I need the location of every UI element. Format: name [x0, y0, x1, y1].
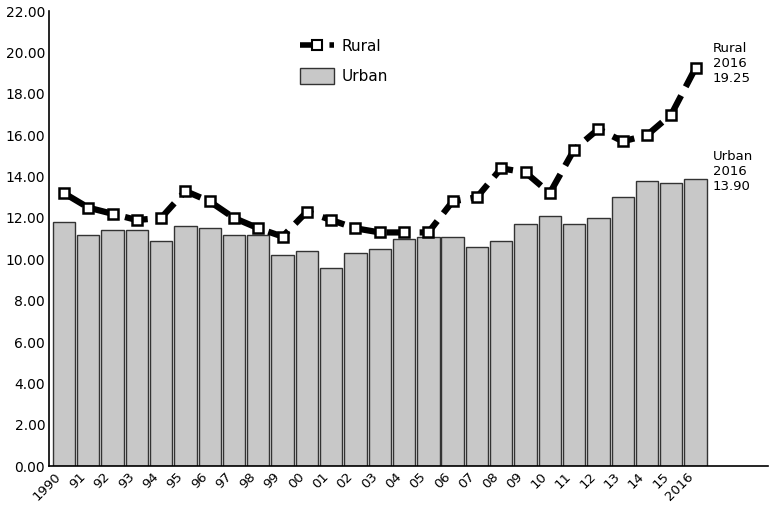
Bar	[223, 235, 245, 466]
Bar	[198, 229, 221, 466]
Bar	[563, 224, 585, 466]
Bar	[393, 239, 415, 466]
Bar	[611, 197, 634, 466]
Bar	[53, 222, 75, 466]
Bar	[635, 181, 658, 466]
Bar	[466, 247, 488, 466]
Bar	[174, 226, 197, 466]
Bar	[320, 268, 342, 466]
Bar	[490, 241, 512, 466]
Legend: Rural, Urban: Rural, Urban	[294, 33, 394, 90]
Bar	[660, 183, 683, 466]
Bar	[125, 231, 148, 466]
Bar	[417, 237, 440, 466]
Bar	[101, 231, 124, 466]
Bar	[368, 249, 391, 466]
Bar	[441, 237, 464, 466]
Bar	[684, 179, 707, 466]
Text: Rural
2016
19.25: Rural 2016 19.25	[713, 42, 751, 85]
Bar	[150, 241, 173, 466]
Bar	[515, 224, 536, 466]
Bar	[587, 218, 610, 466]
Text: Urban
2016
13.90: Urban 2016 13.90	[713, 150, 753, 193]
Bar	[344, 253, 367, 466]
Bar	[296, 251, 318, 466]
Bar	[272, 255, 294, 466]
Bar	[247, 235, 269, 466]
Bar	[77, 235, 99, 466]
Bar	[539, 216, 561, 466]
